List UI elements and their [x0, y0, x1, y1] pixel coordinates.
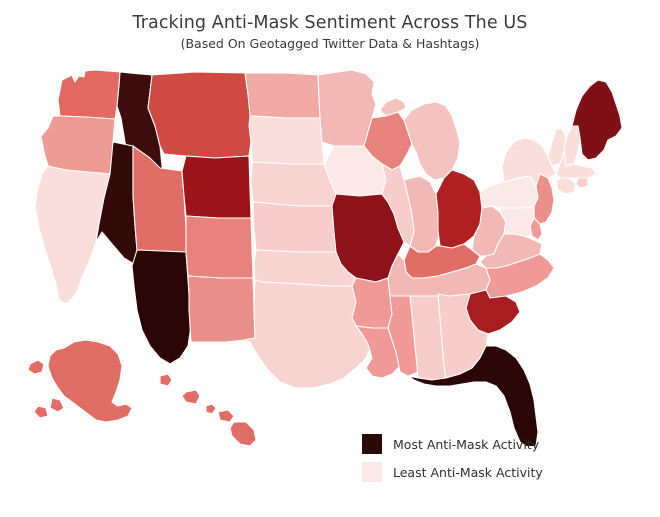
state-NJ[interactable]	[533, 173, 555, 225]
state-MI[interactable]	[379, 97, 461, 181]
page-subtitle: (Based On Geotagged Twitter Data & Hasht…	[180, 36, 480, 51]
legend-label-most: Most Anti-Mask Activity	[393, 436, 540, 452]
legend-swatch-most-icon	[362, 434, 382, 454]
state-WY[interactable]	[181, 155, 252, 219]
state-NM[interactable]	[187, 275, 256, 343]
us-choropleth-svg	[27, 69, 623, 446]
states-layer	[27, 69, 623, 446]
state-AZ[interactable]	[131, 249, 192, 365]
state-CO[interactable]	[185, 215, 254, 279]
state-OR[interactable]	[40, 115, 116, 175]
legend-item-least: Least Anti-Mask Activity	[362, 460, 592, 484]
us-map-container	[0, 46, 660, 446]
title-block: Tracking Anti-Mask Sentiment Across The …	[0, 12, 660, 52]
state-AR[interactable]	[351, 277, 393, 329]
state-KS[interactable]	[252, 201, 337, 253]
legend-label-least: Least Anti-Mask Activity	[393, 464, 543, 480]
page-title: Tracking Anti-Mask Sentiment Across The …	[132, 13, 528, 33]
state-WA[interactable]	[57, 69, 121, 120]
state-NE[interactable]	[250, 161, 337, 207]
state-HI[interactable]	[159, 373, 257, 446]
legend-item-most: Most Anti-Mask Activity	[362, 432, 592, 456]
state-MT[interactable]	[147, 71, 253, 159]
legend: Most Anti-Mask Activity Least Anti-Mask …	[362, 432, 592, 488]
state-MD[interactable]	[499, 205, 535, 237]
legend-swatch-least-icon	[362, 462, 382, 482]
state-CT[interactable]	[555, 177, 577, 195]
state-RI[interactable]	[575, 177, 589, 189]
state-FL[interactable]	[407, 345, 539, 446]
state-NH[interactable]	[563, 125, 581, 167]
state-ND[interactable]	[244, 72, 321, 119]
state-ME[interactable]	[571, 79, 623, 161]
state-TX[interactable]	[243, 279, 373, 389]
state-SD[interactable]	[248, 115, 325, 165]
state-AK[interactable]	[27, 339, 133, 423]
